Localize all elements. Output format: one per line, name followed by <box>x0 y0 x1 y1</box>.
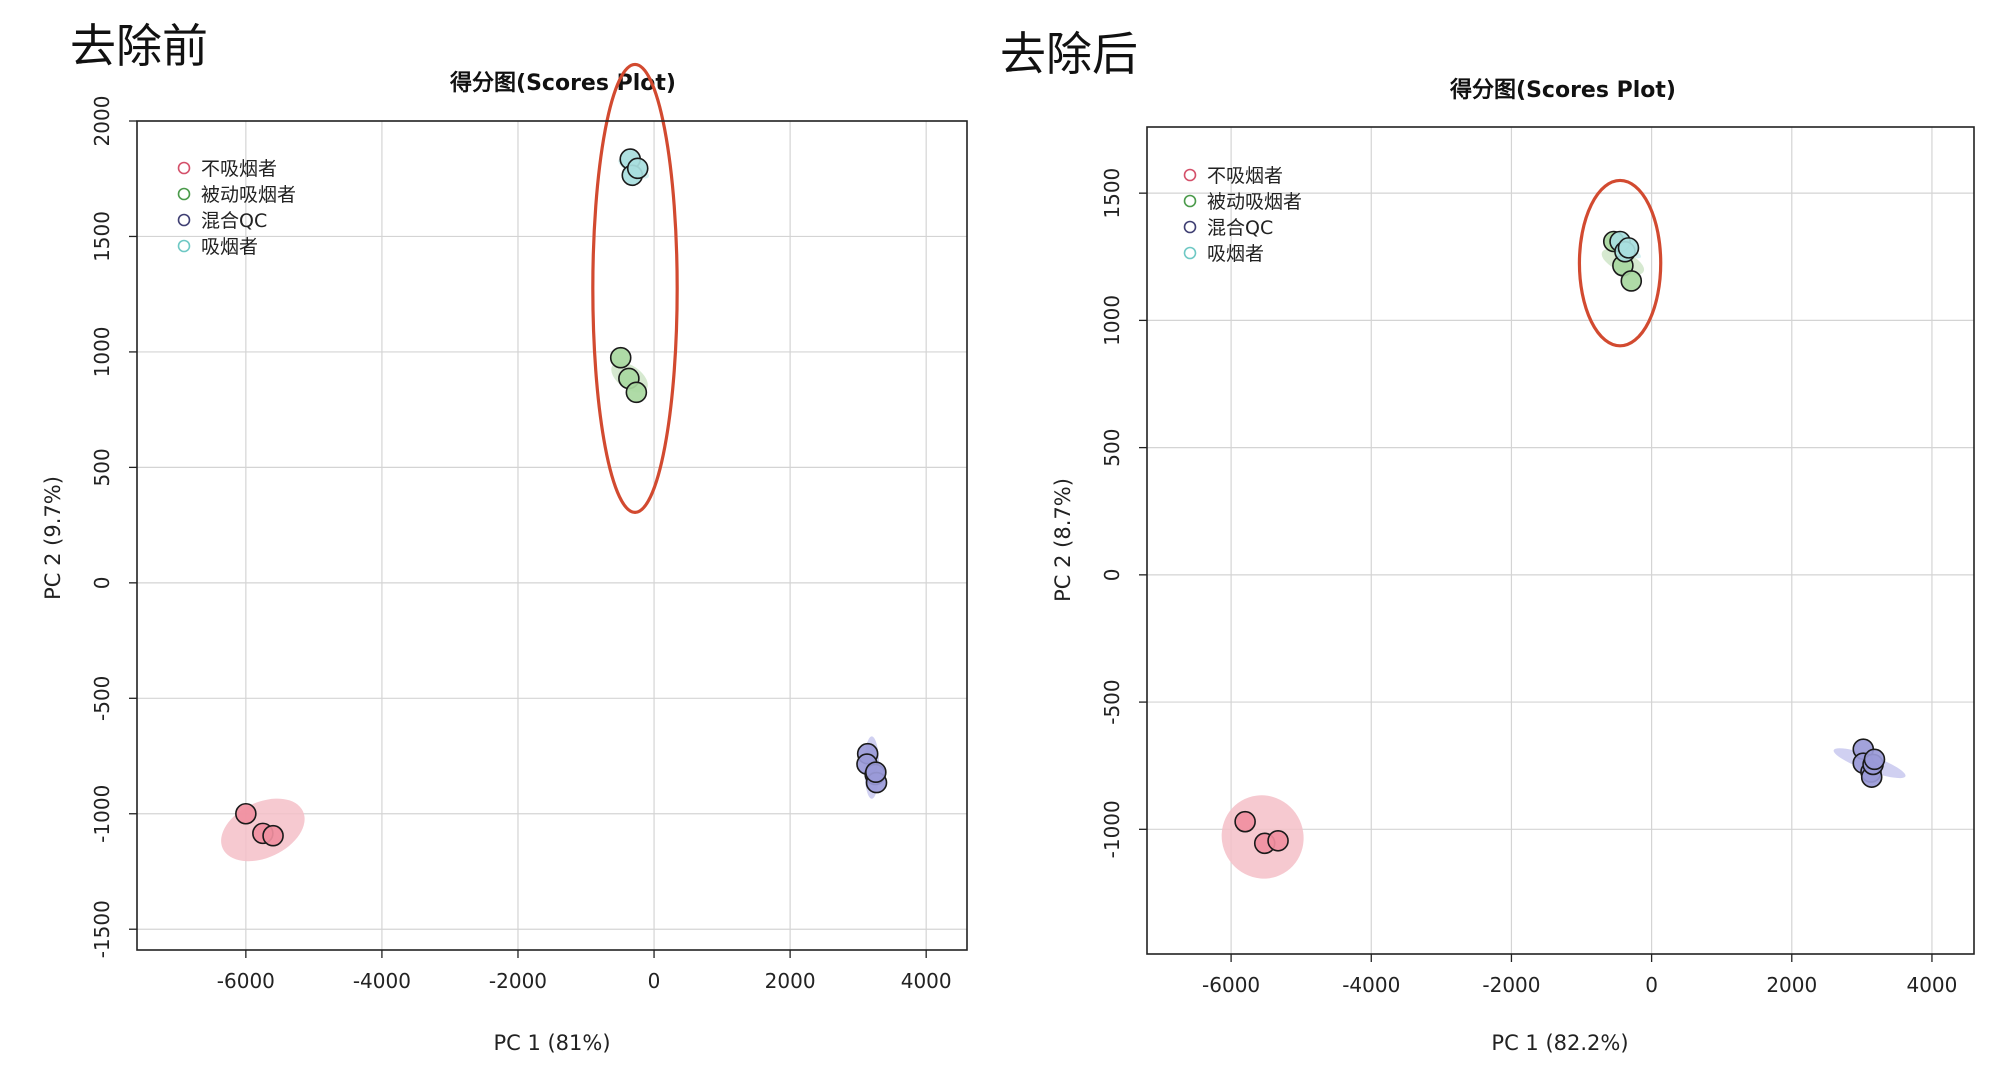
y-tick-label: 1000 <box>1100 295 1124 346</box>
legend: 不吸烟者 被动吸烟者 混合QC 吸烟者 <box>177 158 296 258</box>
legend-label: 混合QC <box>201 210 267 232</box>
y-tick-label: 500 <box>90 448 114 486</box>
data-point <box>1620 270 1643 292</box>
x-axis-ticks: -6000 -4000 -2000 0 2000 4000 <box>217 950 952 993</box>
legend-label: 混合QC <box>1207 217 1273 239</box>
x-tick-label: -6000 <box>1202 973 1260 997</box>
y-tick-label: 500 <box>1100 429 1124 467</box>
data-point <box>1234 810 1256 833</box>
legend-marker <box>1183 220 1197 234</box>
data-point <box>235 802 257 825</box>
chart-title: 得分图(Scores Plot) <box>1449 77 1676 103</box>
x-tick-label: 4000 <box>901 969 952 993</box>
x-tick-label: -2000 <box>489 969 547 993</box>
legend-label: 不吸烟者 <box>201 158 277 180</box>
legend-item: 吸烟者 <box>177 236 258 258</box>
y-tick-label: 1500 <box>90 211 114 262</box>
legend-item: 不吸烟者 <box>177 158 277 180</box>
plot-frame <box>136 120 968 951</box>
y-axis-label: PC 2 (9.7%) <box>41 476 65 600</box>
y-tick-label: -500 <box>90 676 114 721</box>
legend-label: 不吸烟者 <box>1207 165 1283 187</box>
x-tick-label: 4000 <box>1906 973 1957 997</box>
y-axis-ticks: -1500 -1000 -500 0 500 1000 1500 2000 <box>90 96 137 958</box>
x-tick-label: -4000 <box>353 969 411 993</box>
data-point <box>262 824 284 847</box>
y-axis-ticks: -1000 -500 0 500 1000 1500 <box>1100 168 1147 858</box>
panel-header: 去除后 <box>1000 27 1138 81</box>
x-tick-label: 0 <box>648 969 661 993</box>
x-tick-label: 0 <box>1645 973 1658 997</box>
legend-marker <box>177 239 191 253</box>
legend-item: 混合QC <box>1183 217 1273 239</box>
data-point <box>1863 748 1886 771</box>
x-axis-ticks: -6000 -4000 -2000 0 2000 4000 <box>1202 954 1957 997</box>
y-tick-label: -500 <box>1100 679 1124 724</box>
legend-item: 被动吸烟者 <box>1183 191 1302 213</box>
legend-item: 不吸烟者 <box>1183 165 1283 187</box>
x-tick-label: -2000 <box>1482 973 1540 997</box>
y-axis-label: PC 2 (8.7%) <box>1051 478 1075 602</box>
y-tick-label: 1000 <box>90 326 114 377</box>
panel-header: 去除前 <box>70 19 208 73</box>
panel-before: 去除前 得分图(Scores Plot) -6000 -4000 -2000 0 200… <box>41 19 968 1055</box>
legend-marker <box>1183 194 1197 208</box>
data-point <box>609 346 632 369</box>
legend-label: 吸烟者 <box>201 236 258 258</box>
legend-marker <box>177 213 191 227</box>
y-tick-label: 0 <box>1100 568 1124 581</box>
legend: 不吸烟者 被动吸烟者 混合QC 吸烟者 <box>1183 165 1302 265</box>
highlight-ellipse-outline <box>1577 178 1663 348</box>
data-point <box>865 761 887 783</box>
highlight-ellipse <box>1577 178 1663 348</box>
data-point <box>626 157 649 180</box>
chart-title: 得分图(Scores Plot) <box>449 70 676 96</box>
legend-item: 被动吸烟者 <box>177 184 296 206</box>
group-ellipses <box>1221 237 1906 879</box>
y-tick-label: 2000 <box>90 96 114 147</box>
data-point <box>1617 237 1640 259</box>
data-points <box>235 148 888 847</box>
x-tick-label: -4000 <box>1342 973 1400 997</box>
y-tick-label: 1500 <box>1100 168 1124 219</box>
highlight-ellipse <box>591 62 679 515</box>
data-points <box>1234 230 1886 855</box>
x-tick-label: 2000 <box>1766 973 1817 997</box>
data-point <box>1267 829 1289 852</box>
legend-item: 混合QC <box>177 210 267 232</box>
x-axis-label: PC 1 (81%) <box>493 1031 610 1055</box>
legend-marker <box>177 161 191 175</box>
legend-label: 被动吸烟者 <box>201 184 296 206</box>
y-tick-label: -1000 <box>90 785 114 843</box>
x-tick-label: 2000 <box>765 969 816 993</box>
legend-label: 被动吸烟者 <box>1207 191 1302 213</box>
legend-label: 吸烟者 <box>1207 243 1264 265</box>
x-axis-label: PC 1 (82.2%) <box>1491 1031 1628 1055</box>
legend-marker <box>1183 168 1197 182</box>
y-tick-label: -1500 <box>90 900 114 958</box>
data-point <box>625 381 648 404</box>
legend-marker <box>177 187 191 201</box>
legend-marker <box>1183 246 1197 260</box>
legend-item: 吸烟者 <box>1183 243 1264 265</box>
x-tick-label: -6000 <box>217 969 275 993</box>
plot-frame <box>1146 126 1975 955</box>
highlight-ellipse-outline <box>591 62 679 515</box>
y-tick-label: 0 <box>90 576 114 589</box>
y-tick-label: -1000 <box>1100 800 1124 858</box>
panel-after: 去除后 得分图(Scores Plot) -6000 -4000 -2000 0 200… <box>1000 27 1975 1055</box>
group-ellipses <box>221 158 880 862</box>
